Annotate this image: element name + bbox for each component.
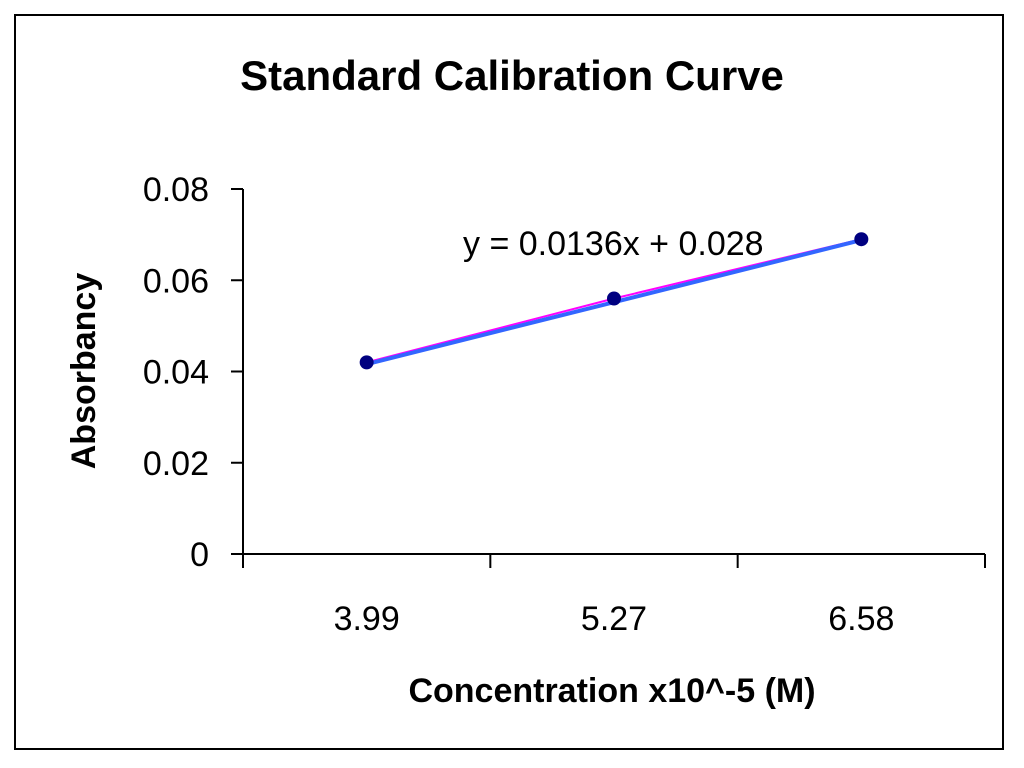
x-tick-group: 3.99 5.27 6.58 bbox=[242, 554, 986, 638]
y-axis-title: Absorbancy bbox=[65, 273, 103, 470]
y-tick-group: 0 0.02 0.04 0.06 0.08 bbox=[143, 171, 243, 574]
trendline-equation: y = 0.0136x + 0.028 bbox=[463, 225, 764, 263]
y-tick-label: 0.02 bbox=[143, 445, 209, 483]
x-tick-label: 5.27 bbox=[581, 600, 647, 638]
chart-title: Standard Calibration Curve bbox=[240, 52, 784, 99]
x-tick-label: 6.58 bbox=[828, 600, 894, 638]
data-point bbox=[854, 232, 869, 247]
y-tick-label: 0 bbox=[190, 536, 209, 574]
series-group bbox=[359, 232, 869, 370]
chart-frame bbox=[14, 14, 1004, 750]
x-tick-label: 3.99 bbox=[334, 600, 400, 638]
y-tick-label: 0.04 bbox=[143, 354, 209, 392]
y-tick-label: 0.08 bbox=[143, 171, 209, 209]
data-point bbox=[607, 291, 621, 306]
data-point bbox=[359, 355, 374, 370]
y-tick-label: 0.06 bbox=[143, 262, 209, 300]
x-axis-title: Concentration x10^-5 (M) bbox=[408, 672, 815, 710]
